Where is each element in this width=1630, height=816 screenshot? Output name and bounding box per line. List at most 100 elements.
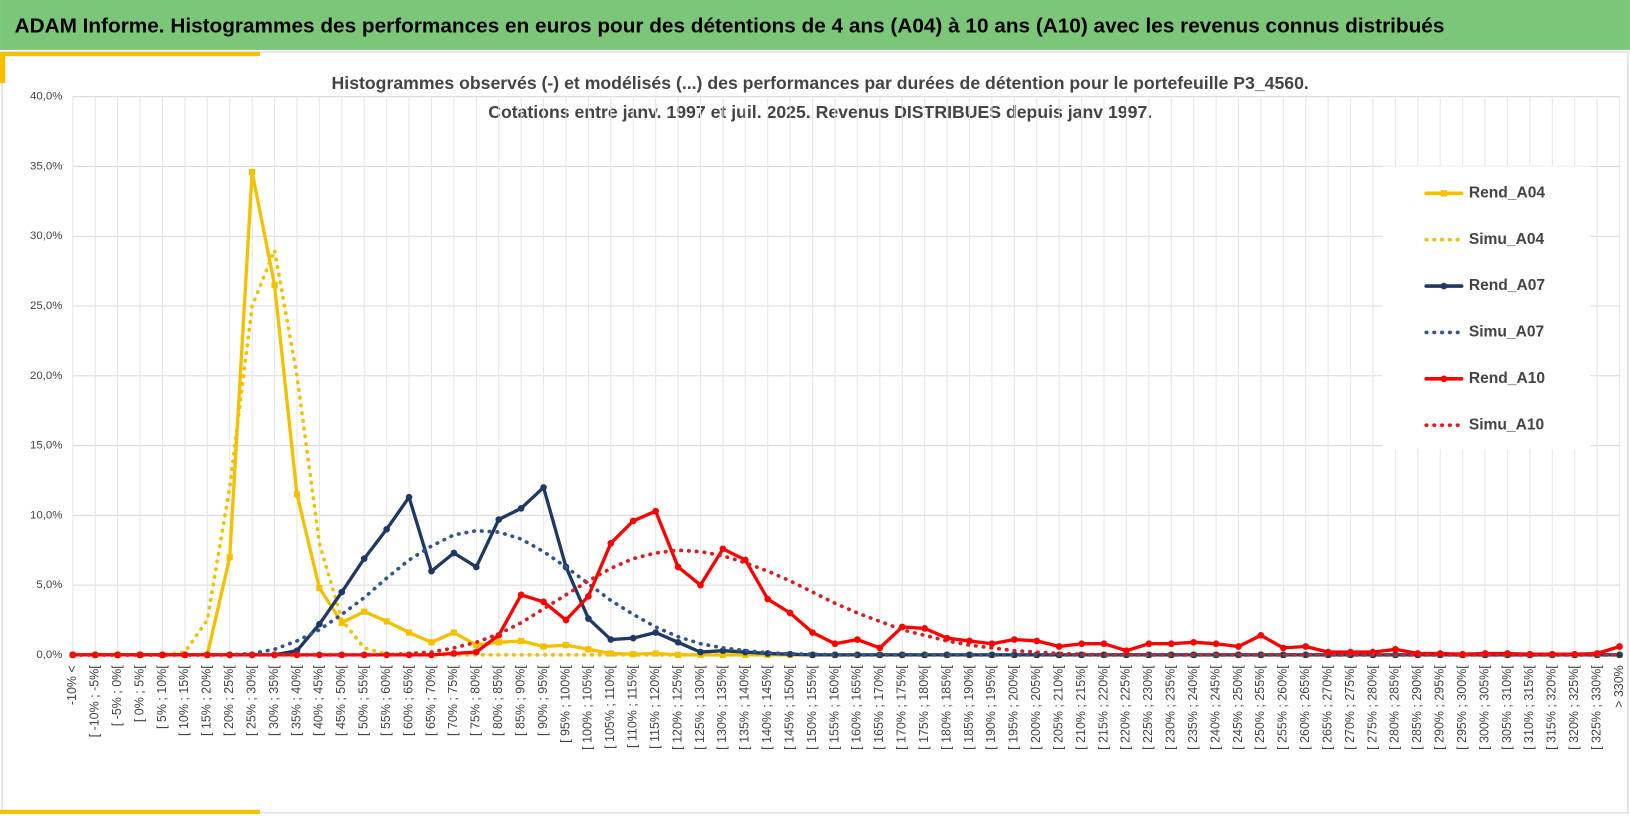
marker [854,636,861,643]
marker [1100,640,1108,648]
x-tick-label: [ 215% ; 220%[ [1096,665,1110,750]
x-tick-label: [ 35% ; 40%[ [289,665,303,736]
marker [338,651,346,659]
x-tick-label: [ 25% ; 30%[ [244,665,258,736]
marker [988,640,996,648]
marker [786,609,794,617]
marker [562,616,570,624]
y-tick-label: 35,0% [30,160,62,172]
x-tick-label: [ 290% ; 295%[ [1433,665,1447,750]
legend-marker [1440,375,1448,383]
legend-label: Rend_A07 [1469,277,1545,294]
marker [271,281,278,289]
x-tick-label: [ 250% ; 255%[ [1253,665,1267,750]
x-tick-label: [ 5% ; 10%[ [155,665,169,729]
x-tick-label: [ 295% ; 300%[ [1455,665,1469,750]
marker [1459,650,1466,658]
marker [674,638,682,646]
x-tick-label: [ 280% ; 285%[ [1388,665,1402,750]
marker [764,595,772,603]
marker [607,650,614,657]
marker [1235,643,1242,650]
x-tick-label: [ 310% ; 315%[ [1522,665,1536,750]
x-tick-label: [ 90% ; 95%[ [536,665,550,736]
x-tick-label: [ 0% ; 5%[ [132,665,146,722]
x-tick-label: [ 20% ; 25%[ [222,665,236,736]
x-tick-label: [ 285% ; 290%[ [1410,665,1424,750]
marker [1190,638,1197,646]
marker [585,592,592,600]
x-tick-label: [ 30% ; 35%[ [267,665,281,736]
x-tick-label: [ 125% ; 130%[ [693,665,707,750]
marker [831,640,839,648]
y-tick-label: 10,0% [30,509,62,521]
marker [607,539,615,547]
marker [786,650,794,658]
x-tick-label: [ 135% ; 140%[ [738,665,752,750]
x-tick-label: [ 45% ; 50%[ [334,665,348,736]
x-tick-label: [ 115% ; 120%[ [648,665,662,749]
marker [226,554,233,561]
x-tick-label: [ 10% ; 15%[ [177,665,191,736]
x-tick-label: [ 55% ; 60%[ [379,665,393,736]
marker [495,516,503,523]
x-tick-label: [ 195% ; 200%[ [1007,665,1021,750]
x-tick-label: [ 325% ; 330%[ [1589,665,1603,750]
x-tick-label: [ 95% ; 100%[ [558,665,572,743]
x-tick-label: [ 80% ; 85%[ [491,665,505,736]
marker [428,567,435,575]
marker [1123,647,1130,655]
x-tick-label: [ 180% ; 185%[ [939,665,953,750]
marker [181,651,189,659]
marker [1392,645,1399,653]
x-tick-label: -10% < [65,665,79,705]
y-tick-label: 20,0% [30,370,62,382]
x-tick-label: [ 220% ; 225%[ [1119,665,1133,750]
marker [966,637,973,645]
legend-label: Rend_A04 [1469,184,1546,201]
x-tick-label: [ 260% ; 265%[ [1298,665,1312,750]
legend-marker [1440,190,1448,197]
chart-subtitle: Cotations entre janv. 1997 et juil. 2025… [488,102,1152,122]
marker [472,563,480,571]
marker [472,648,480,656]
x-tick-label: [ -10% ; -5%[ [88,665,102,738]
marker [966,651,973,659]
marker [405,629,413,636]
marker [316,651,323,659]
marker [159,651,166,659]
x-tick-label: [ 145% ; 150%[ [782,665,796,750]
x-tick-label: [ 200% ; 205%[ [1029,665,1043,750]
marker [316,584,323,592]
marker [1167,640,1175,648]
x-tick-label: [ 245% ; 250%[ [1231,665,1245,750]
x-tick-label: [ 140% ; 145%[ [760,665,774,750]
marker [876,644,884,652]
marker [1616,651,1623,659]
marker [495,639,502,646]
x-tick-label: [ 235% ; 240%[ [1186,665,1200,750]
series-line [70,548,1622,657]
marker [585,615,592,622]
marker [518,637,525,645]
marker [540,643,547,650]
x-tick-label: [ 225% ; 230%[ [1141,665,1155,750]
x-tick-label: [ 240% ; 245%[ [1208,665,1222,750]
accent [0,51,6,84]
x-tick-label: [ 120% ; 125%[ [670,665,684,750]
legend-label: Simu_A10 [1469,416,1545,433]
marker [293,491,301,498]
marker [585,646,592,653]
marker [697,581,704,589]
marker [1078,640,1085,648]
marker [607,636,615,643]
marker [1055,643,1063,650]
x-tick-label: [ 315% ; 320%[ [1545,665,1559,750]
marker [450,650,458,657]
y-tick-label: 15,0% [30,440,62,452]
series-line [71,485,1622,657]
x-tick-label: [ 155% ; 160%[ [827,665,841,750]
marker [1302,643,1310,650]
legend-box [1382,166,1591,450]
marker [383,618,390,625]
